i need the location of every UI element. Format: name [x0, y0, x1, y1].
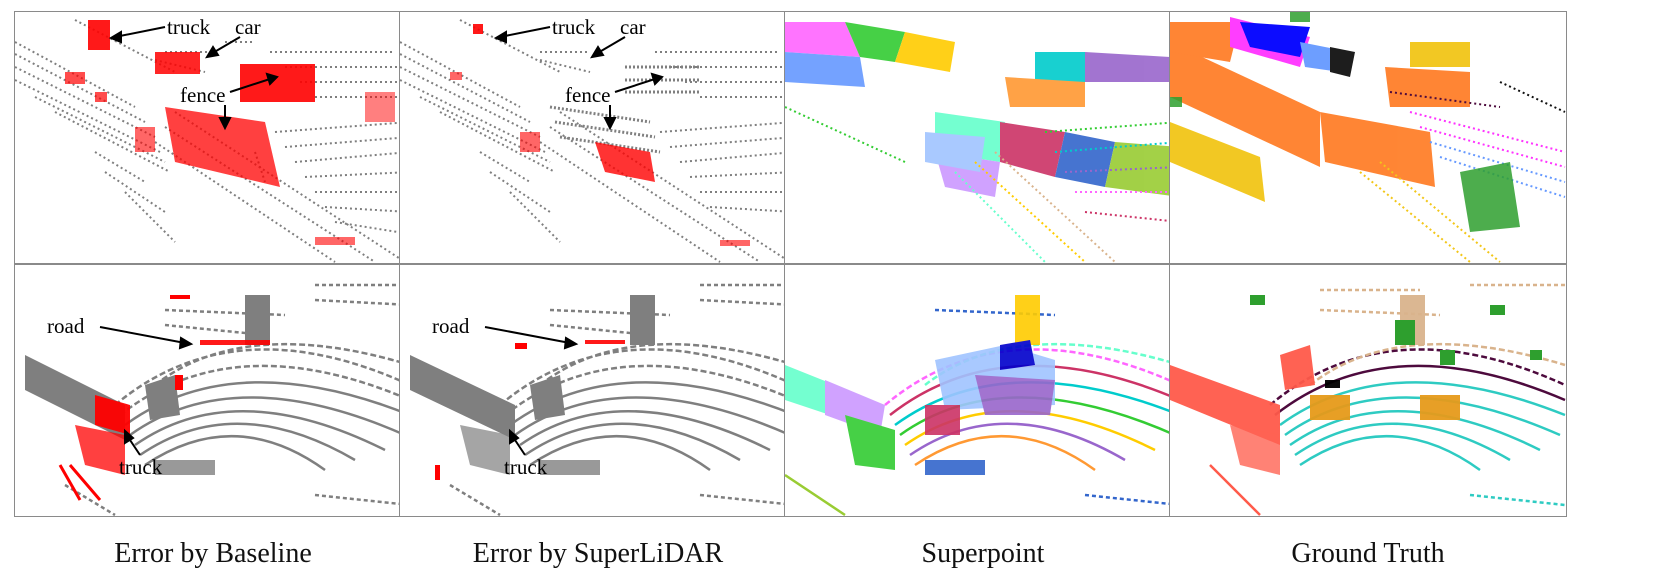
panel-superpoint-top: [784, 11, 1182, 264]
red-error-points: [65, 20, 395, 245]
label-truck: truck: [504, 455, 548, 479]
superpoint-lines: [785, 106, 1181, 263]
red-error-points: [58, 295, 270, 501]
label-fence: fence: [565, 83, 610, 107]
caption-superpoint: Superpoint: [921, 538, 1045, 569]
gt-objects: [1170, 295, 1460, 475]
pointcloud-groundtruth-bottom: [1170, 283, 1566, 516]
pointcloud-superpoint-bottom: [785, 295, 1181, 516]
arrows: [493, 26, 664, 131]
label-truck: truck: [552, 15, 596, 39]
arrows: [108, 26, 279, 131]
pointcloud-baseline-top: truck car fence: [15, 15, 411, 263]
superpoint-objects: [785, 295, 1055, 475]
pointcloud-superlidar-bottom: road truck: [410, 283, 796, 516]
gt-vegetation: [1170, 12, 1520, 232]
label-car: car: [235, 15, 261, 39]
superpoint-segments: [785, 22, 1180, 197]
pointcloud-superlidar-top: truck car fence: [400, 15, 796, 263]
gray-fence-points: [549, 65, 700, 154]
caption-ground-truth: Ground Truth: [1291, 538, 1445, 569]
red-error-points: [450, 24, 750, 246]
gt-segments: [1170, 17, 1470, 202]
panel-groundtruth-top: [1169, 11, 1567, 264]
label-fence: fence: [180, 83, 225, 107]
panel-baseline-bottom: road truck: [14, 264, 412, 517]
label-road: road: [432, 314, 470, 338]
arrows: [484, 326, 579, 456]
gray-objects: [410, 295, 655, 475]
label-truck: truck: [167, 15, 211, 39]
gray-rings: [64, 283, 411, 516]
label-truck: truck: [119, 455, 163, 479]
gt-lines: [1359, 81, 1566, 263]
arrows: [99, 326, 194, 456]
panel-superlidar-bottom: road truck: [399, 264, 797, 517]
pointcloud-superpoint-top: [785, 22, 1181, 263]
label-road: road: [47, 314, 85, 338]
panel-superlidar-top: truck car fence: [399, 11, 797, 264]
label-car: car: [620, 15, 646, 39]
pointcloud-baseline-bottom: road truck: [25, 283, 411, 516]
pointcloud-groundtruth-top: [1170, 12, 1566, 263]
caption-error-baseline: Error by Baseline: [114, 538, 312, 569]
red-error-points: [435, 340, 625, 480]
panel-baseline-top: truck car fence: [14, 11, 412, 264]
panel-superpoint-bottom: [784, 264, 1182, 517]
gt-vegetation: [1250, 295, 1542, 365]
panel-groundtruth-bottom: [1169, 264, 1567, 517]
caption-error-superlidar: Error by SuperLiDAR: [472, 538, 724, 569]
